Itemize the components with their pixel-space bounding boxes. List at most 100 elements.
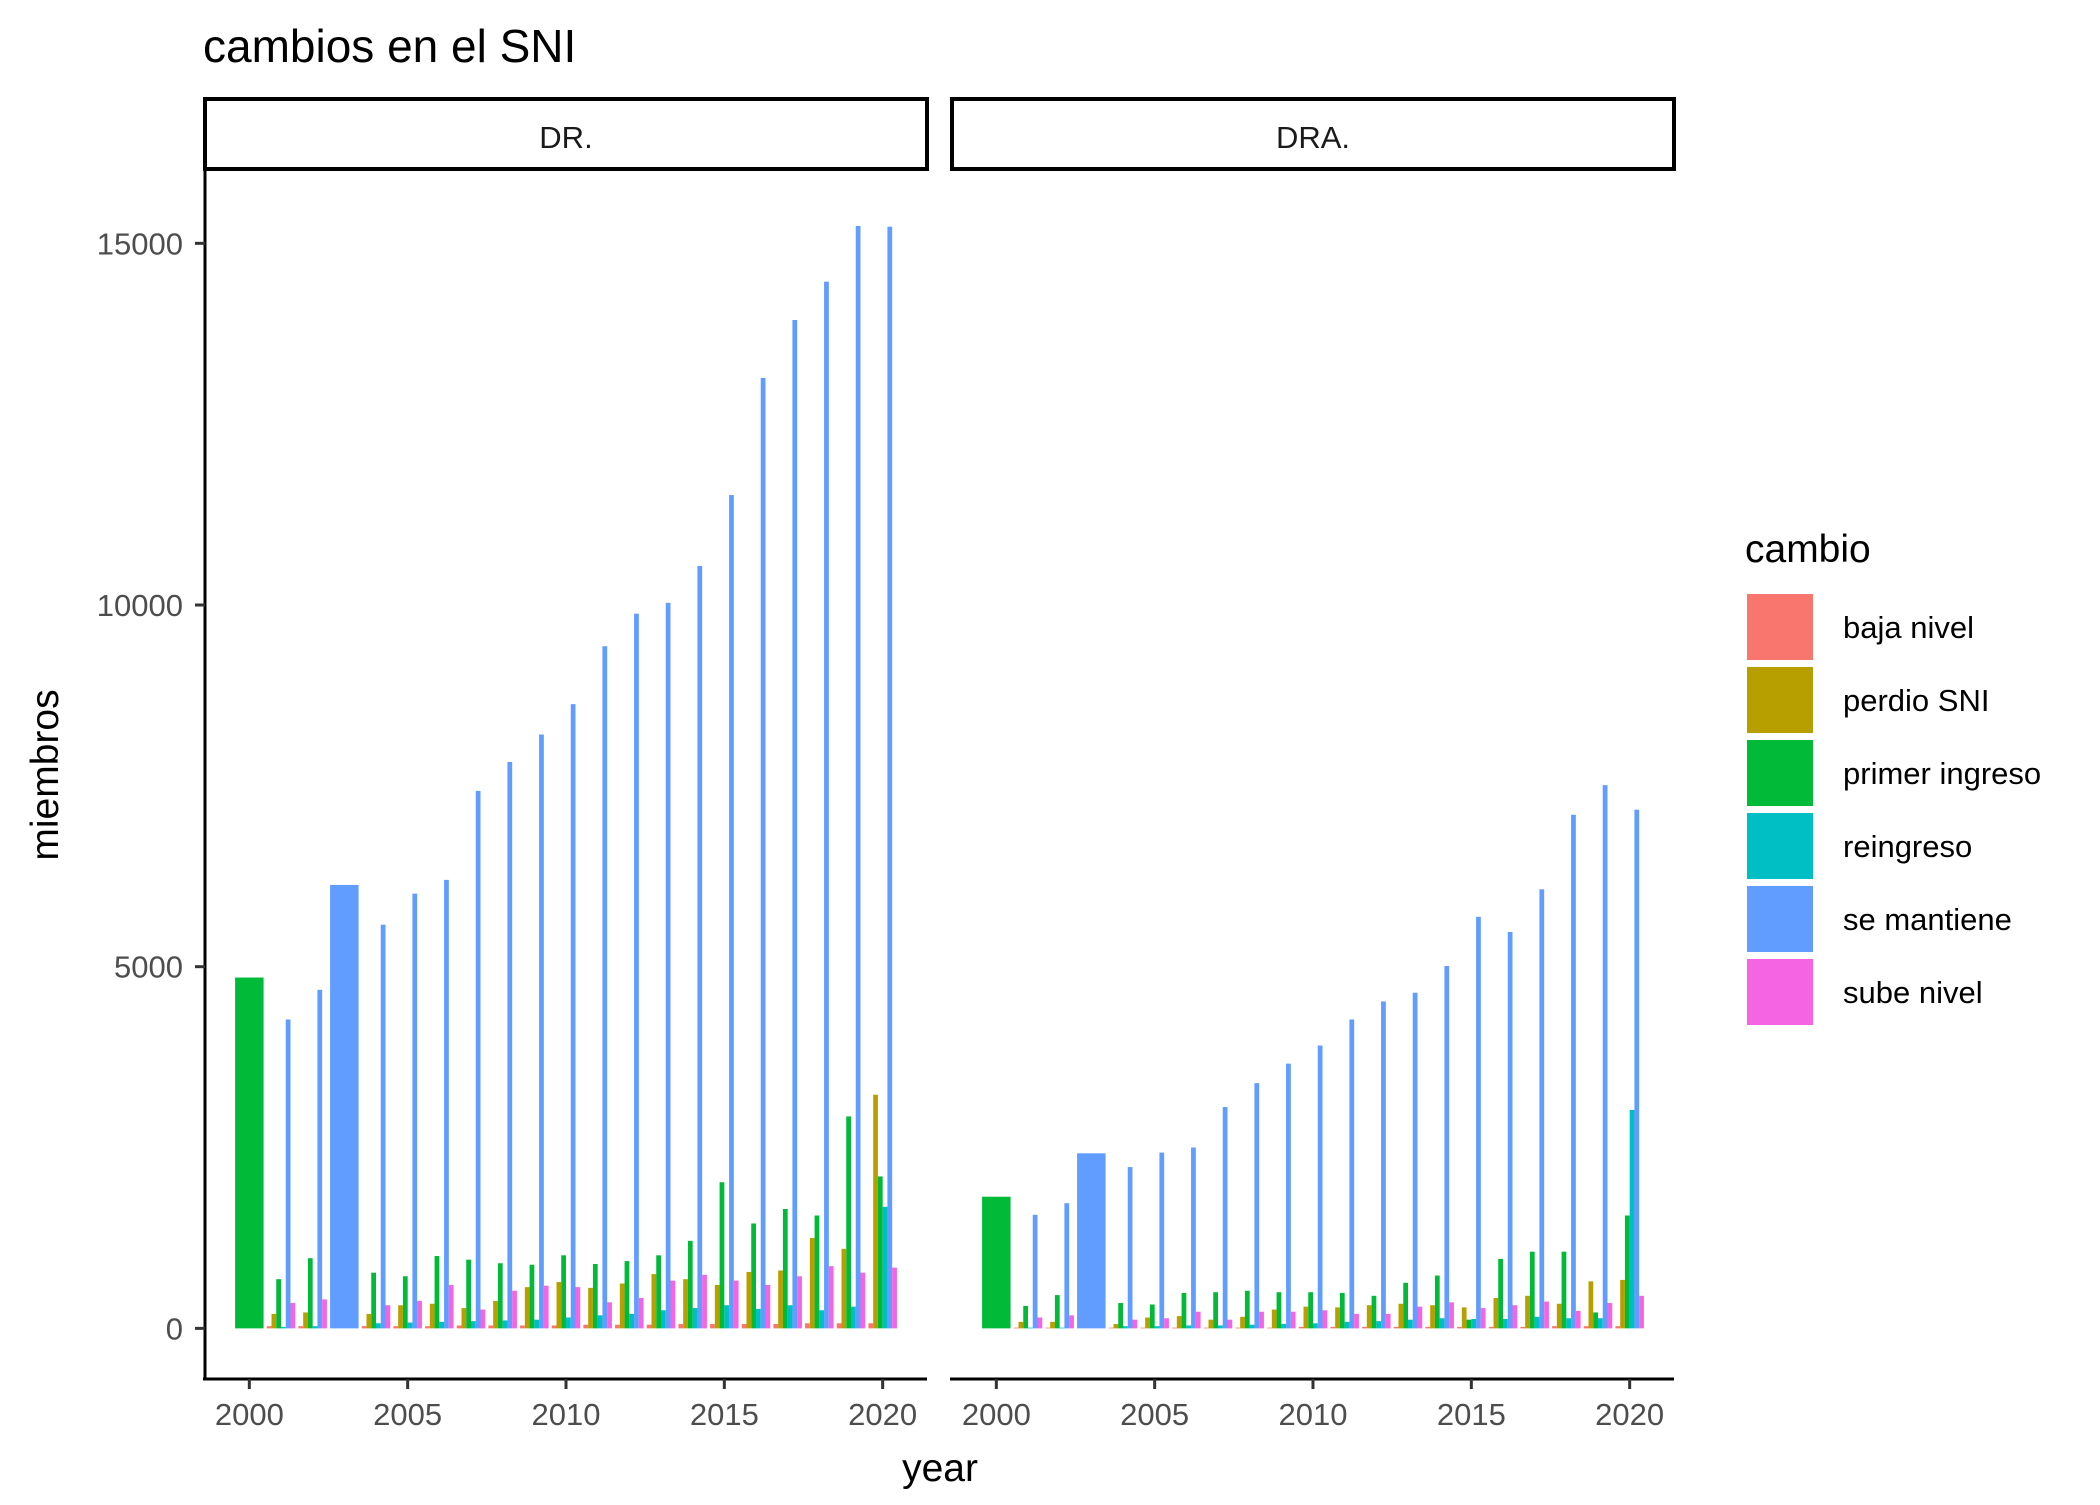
bar-dra-2009-sube-nivel — [1290, 1311, 1296, 1329]
bar-dra-2016-primer-ingreso — [1498, 1258, 1503, 1329]
bar-dra-2011-primer-ingreso — [1339, 1292, 1345, 1329]
bar-dr-2011-perdio-sni — [588, 1287, 593, 1329]
bar-dra-2008-sube-nivel — [1259, 1311, 1264, 1329]
bar-dra-2001-perdio-sni — [1018, 1321, 1024, 1329]
bar-dra-2000-primer-ingreso — [982, 1196, 1011, 1329]
bar-dr-2014-reingreso — [692, 1308, 698, 1329]
strip-label-dra: DRA. — [1276, 120, 1350, 155]
bar-dr-2014-se-mantiene — [697, 565, 703, 1329]
bar-dr-2019-se-mantiene — [855, 225, 861, 1329]
bar-dr-2013-reingreso — [661, 1310, 666, 1329]
bar-dr-2010-primer-ingreso — [561, 1255, 566, 1329]
bar-dr-2002-reingreso — [312, 1326, 318, 1329]
bar-dra-2004-se-mantiene — [1127, 1167, 1133, 1329]
bar-dra-2009-perdio-sni — [1271, 1309, 1277, 1329]
bar-dr-2019-sube-nivel — [860, 1272, 866, 1329]
bar-dr-2019-primer-ingreso — [846, 1116, 851, 1329]
bar-dra-2013-sube-nivel — [1417, 1306, 1423, 1329]
bar-dr-2011-baja-nivel — [583, 1324, 589, 1329]
bar-dr-2015-sube-nivel — [733, 1280, 739, 1329]
bar-dr-2011-reingreso — [597, 1315, 603, 1329]
legend-key-se-mantiene — [1747, 886, 1813, 952]
bar-dra-2013-perdio-sni — [1398, 1303, 1404, 1329]
bar-dra-2007-perdio-sni — [1208, 1319, 1214, 1329]
bar-dr-2001-sube-nivel — [290, 1303, 296, 1329]
legend: cambio baja nivel perdio SNI primer ingres… — [1745, 528, 2041, 1025]
bar-dr-2012-primer-ingreso — [624, 1261, 630, 1329]
x-tick-label: 2015 — [690, 1397, 759, 1432]
bar-dr-2020-perdio-sni — [873, 1094, 878, 1329]
bar-dra-2005-se-mantiene — [1159, 1152, 1165, 1329]
bar-dr-2007-baja-nivel — [456, 1325, 462, 1329]
bar-dra-2009-baja-nivel — [1267, 1327, 1272, 1329]
bar-dra-2013-primer-ingreso — [1403, 1282, 1408, 1329]
bar-dr-2006-sube-nivel — [448, 1284, 454, 1329]
bar-dra-2018-perdio-sni — [1556, 1303, 1562, 1329]
bar-dr-2011-sube-nivel — [607, 1302, 612, 1329]
bar-dra-2015-reingreso — [1471, 1318, 1477, 1329]
bar-dra-2017-primer-ingreso — [1529, 1251, 1535, 1329]
bar-dr-2015-reingreso — [724, 1305, 730, 1329]
bar-dr-2012-se-mantiene — [634, 613, 639, 1329]
x-tick-label: 2010 — [532, 1397, 601, 1432]
bar-dra-2018-reingreso — [1566, 1318, 1572, 1329]
bar-dr-2007-primer-ingreso — [466, 1259, 471, 1329]
bar-dr-2015-perdio-sni — [714, 1284, 720, 1329]
bar-dra-2015-sube-nivel — [1480, 1308, 1486, 1329]
bar-dr-2010-baja-nivel — [551, 1325, 557, 1329]
bar-dra-2020-primer-ingreso — [1624, 1215, 1630, 1329]
bar-dr-2017-primer-ingreso — [782, 1209, 788, 1329]
panel-dra: DRA. 2000 2005 2010 2015 2020 — [950, 97, 1676, 1432]
bar-dr-2013-baja-nivel — [646, 1324, 652, 1329]
legend-key-primer-ingreso — [1747, 740, 1813, 806]
bar-dra-2019-se-mantiene — [1602, 785, 1608, 1329]
bar-dr-2018-baja-nivel — [805, 1323, 810, 1329]
bar-dra-2019-perdio-sni — [1588, 1281, 1594, 1329]
bar-dra-2014-se-mantiene — [1444, 965, 1450, 1329]
panel-dr: DR. 0 5000 10000 15000 2000 2005 2010 2015 2020 — [97, 97, 929, 1432]
bar-dra-2014-primer-ingreso — [1434, 1275, 1440, 1329]
bar-dra-2005-reingreso — [1154, 1326, 1160, 1329]
bar-dra-2001-primer-ingreso — [1023, 1305, 1028, 1329]
bar-dr-2009-primer-ingreso — [529, 1264, 535, 1329]
bar-dra-2006-perdio-sni — [1176, 1316, 1182, 1329]
bar-dr-2008-sube-nivel — [512, 1290, 517, 1329]
legend-label-sube-nivel: sube nivel — [1843, 975, 1983, 1010]
bar-dr-2003-se-mantiene — [330, 884, 359, 1329]
bar-dr-2007-se-mantiene — [475, 790, 481, 1329]
bar-dra-2009-reingreso — [1281, 1324, 1287, 1329]
bar-dr-2009-baja-nivel — [520, 1325, 525, 1329]
bar-dr-2020-se-mantiene — [887, 226, 893, 1329]
bar-dra-2017-sube-nivel — [1544, 1301, 1549, 1329]
bar-dra-2012-primer-ingreso — [1371, 1295, 1377, 1329]
bars-dr — [235, 225, 897, 1329]
bar-dr-2013-perdio-sni — [651, 1274, 657, 1329]
bar-dra-2002-primer-ingreso — [1054, 1295, 1060, 1329]
y-ticks: 0 5000 10000 15000 — [97, 226, 205, 1346]
bar-dr-2020-sube-nivel — [892, 1267, 897, 1329]
bar-dra-2017-reingreso — [1534, 1316, 1540, 1329]
bar-dr-2006-se-mantiene — [444, 879, 449, 1329]
bar-dra-2020-sube-nivel — [1639, 1295, 1644, 1329]
bar-dr-2009-perdio-sni — [524, 1287, 530, 1329]
bar-dr-2017-baja-nivel — [773, 1324, 779, 1329]
bar-dra-2010-baja-nivel — [1298, 1326, 1304, 1329]
bar-dra-2005-perdio-sni — [1145, 1317, 1150, 1329]
bar-dr-2017-se-mantiene — [792, 320, 798, 1329]
legend-key-perdio-sni — [1747, 667, 1813, 733]
bar-dra-2004-reingreso — [1123, 1326, 1128, 1329]
x-tick-label: 2005 — [373, 1397, 442, 1432]
bar-dra-2006-se-mantiene — [1191, 1147, 1196, 1329]
y-tick-label: 5000 — [114, 950, 183, 985]
bar-dra-2009-primer-ingreso — [1276, 1292, 1282, 1329]
bar-dr-2004-primer-ingreso — [371, 1272, 376, 1329]
x-tick-label: 2020 — [848, 1397, 917, 1432]
bar-dra-2014-perdio-sni — [1430, 1305, 1435, 1329]
bar-dr-2018-perdio-sni — [809, 1237, 815, 1329]
bar-dr-2001-baja-nivel — [266, 1326, 272, 1329]
bar-dra-2001-se-mantiene — [1032, 1214, 1038, 1329]
bar-dra-2020-se-mantiene — [1634, 809, 1640, 1329]
legend-key-baja-nivel — [1747, 594, 1813, 660]
